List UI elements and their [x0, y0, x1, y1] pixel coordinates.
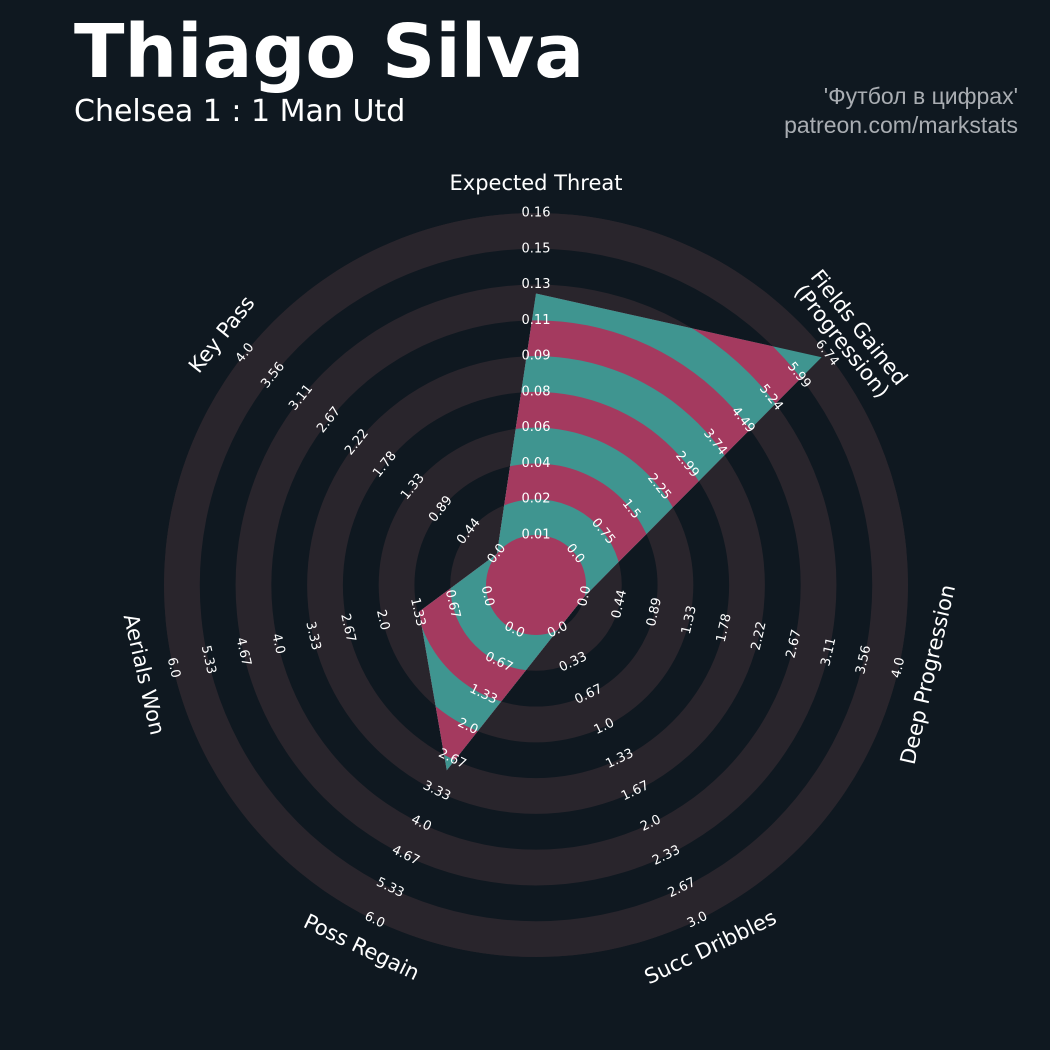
param-label-line: Expected Threat	[450, 171, 623, 195]
tick-label: 0.13	[522, 277, 551, 292]
tick-label: 3.33	[302, 620, 323, 652]
tick-label: 0.0	[478, 584, 497, 608]
page-title: Thiago Silva	[74, 9, 585, 95]
tick-label: 1.33	[679, 604, 700, 636]
tick-label: 0.08	[522, 384, 551, 399]
credit-line-2: patreon.com/markstats	[784, 112, 1018, 138]
tick-label: 1.33	[407, 596, 428, 628]
credit-line-1: 'Футбол в цифрах'	[823, 83, 1018, 109]
tick-label: 0.01	[522, 528, 551, 543]
tick-label: 0.02	[522, 492, 551, 507]
tick-label: 1.78	[714, 612, 735, 644]
value-center	[486, 535, 586, 635]
tick-label: 0.11	[522, 313, 551, 328]
tick-label: 2.0	[373, 608, 392, 632]
tick-label: 0.44	[609, 588, 630, 620]
tick-label: 5.33	[198, 644, 219, 676]
tick-label: 0.04	[522, 456, 551, 471]
param-label: Expected Threat	[450, 171, 623, 195]
param-label: Aerials Won	[119, 612, 170, 738]
tick-label: 0.67	[442, 588, 463, 620]
tick-label: 0.09	[522, 349, 551, 364]
credit-text: 'Футбол в цифрах' patreon.com/markstats	[784, 82, 1018, 140]
tick-label: 2.67	[784, 628, 805, 660]
param-label-line: Aerials Won	[119, 612, 170, 738]
tick-label: 3.11	[818, 636, 839, 668]
tick-label: 4.0	[268, 632, 287, 656]
tick-label: 3.56	[853, 644, 874, 676]
tick-label: 0.06	[522, 420, 551, 435]
tick-label: 0.0	[575, 584, 594, 608]
tick-label: 0.16	[522, 206, 551, 221]
tick-label: 4.67	[233, 636, 254, 668]
tick-label: 4.0	[889, 656, 908, 680]
tick-label: 6.0	[164, 656, 183, 680]
tick-label: 2.22	[749, 620, 770, 652]
tick-label: 0.89	[644, 596, 665, 628]
tick-label: 0.15	[522, 241, 551, 256]
match-subtitle: Chelsea 1 : 1 Man Utd	[74, 94, 406, 129]
tick-label: 2.67	[337, 612, 358, 644]
